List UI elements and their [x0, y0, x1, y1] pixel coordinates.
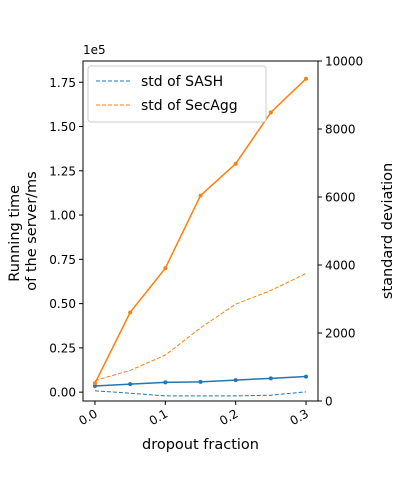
left-tick-label: 0.00	[49, 386, 76, 400]
x-tick-label: 0.1	[147, 406, 171, 428]
series-line-3	[94, 273, 307, 382]
series-0-point	[268, 376, 273, 381]
series-line-2	[94, 390, 307, 397]
left-tick-label: 0.75	[49, 253, 76, 267]
legend-label-sash: std of SASH	[141, 74, 223, 90]
left-tick-label: 0.50	[49, 297, 76, 311]
left-tick-label: 1.75	[49, 76, 76, 90]
legend: std of SASH std of SecAgg	[87, 65, 267, 123]
right-tick-label: 6000	[325, 191, 356, 205]
series-0-point	[233, 378, 238, 383]
left-axis-ticks: 0.00 0.25 0.50 0.75 1.00 1.25 1.50 1.75	[49, 76, 83, 400]
legend-box	[87, 65, 267, 123]
left-axis-label-line-2: of the server/ms	[24, 171, 40, 290]
left-axis-label: Running time of the server/ms	[7, 171, 40, 290]
series-layer	[92, 76, 309, 397]
right-axis-ticks: 0 2000 4000 6000 8000 10000	[318, 55, 363, 409]
series-1-point	[163, 266, 168, 271]
x-axis-label: dropout fraction	[142, 437, 259, 453]
left-axis-offset-text: 1e5	[83, 43, 106, 57]
left-tick-label: 1.25	[49, 164, 76, 178]
x-tick-label: 0.0	[76, 406, 100, 428]
series-line-1	[94, 78, 307, 384]
right-axis-label: standard deviation	[380, 163, 396, 299]
series-1-point	[92, 381, 97, 386]
right-tick-label: 4000	[325, 259, 356, 273]
series-1-point	[268, 110, 273, 115]
series-1-point	[233, 161, 238, 166]
series-1-point	[304, 76, 309, 81]
series-0-point	[304, 374, 309, 379]
left-axis-label-line-1: Running time	[7, 185, 23, 282]
right-tick-label: 0	[325, 395, 333, 409]
series-1-point	[198, 193, 203, 198]
x-axis-ticks: 0.0 0.1 0.2 0.3	[76, 401, 311, 428]
series-0-point	[163, 380, 168, 385]
series-0-point	[198, 379, 203, 384]
right-tick-label: 8000	[325, 123, 356, 137]
left-tick-label: 1.50	[49, 120, 76, 134]
left-tick-label: 1.00	[49, 209, 76, 223]
right-tick-label: 2000	[325, 327, 356, 341]
x-tick-label: 0.3	[287, 406, 311, 428]
series-1-point	[128, 310, 133, 315]
series-0-point	[128, 382, 133, 387]
left-tick-label: 0.25	[49, 341, 76, 355]
legend-label-secagg: std of SecAgg	[141, 98, 238, 114]
plot-frame	[82, 60, 319, 402]
x-tick-label: 0.2	[217, 406, 241, 428]
right-tick-label: 10000	[325, 55, 363, 69]
